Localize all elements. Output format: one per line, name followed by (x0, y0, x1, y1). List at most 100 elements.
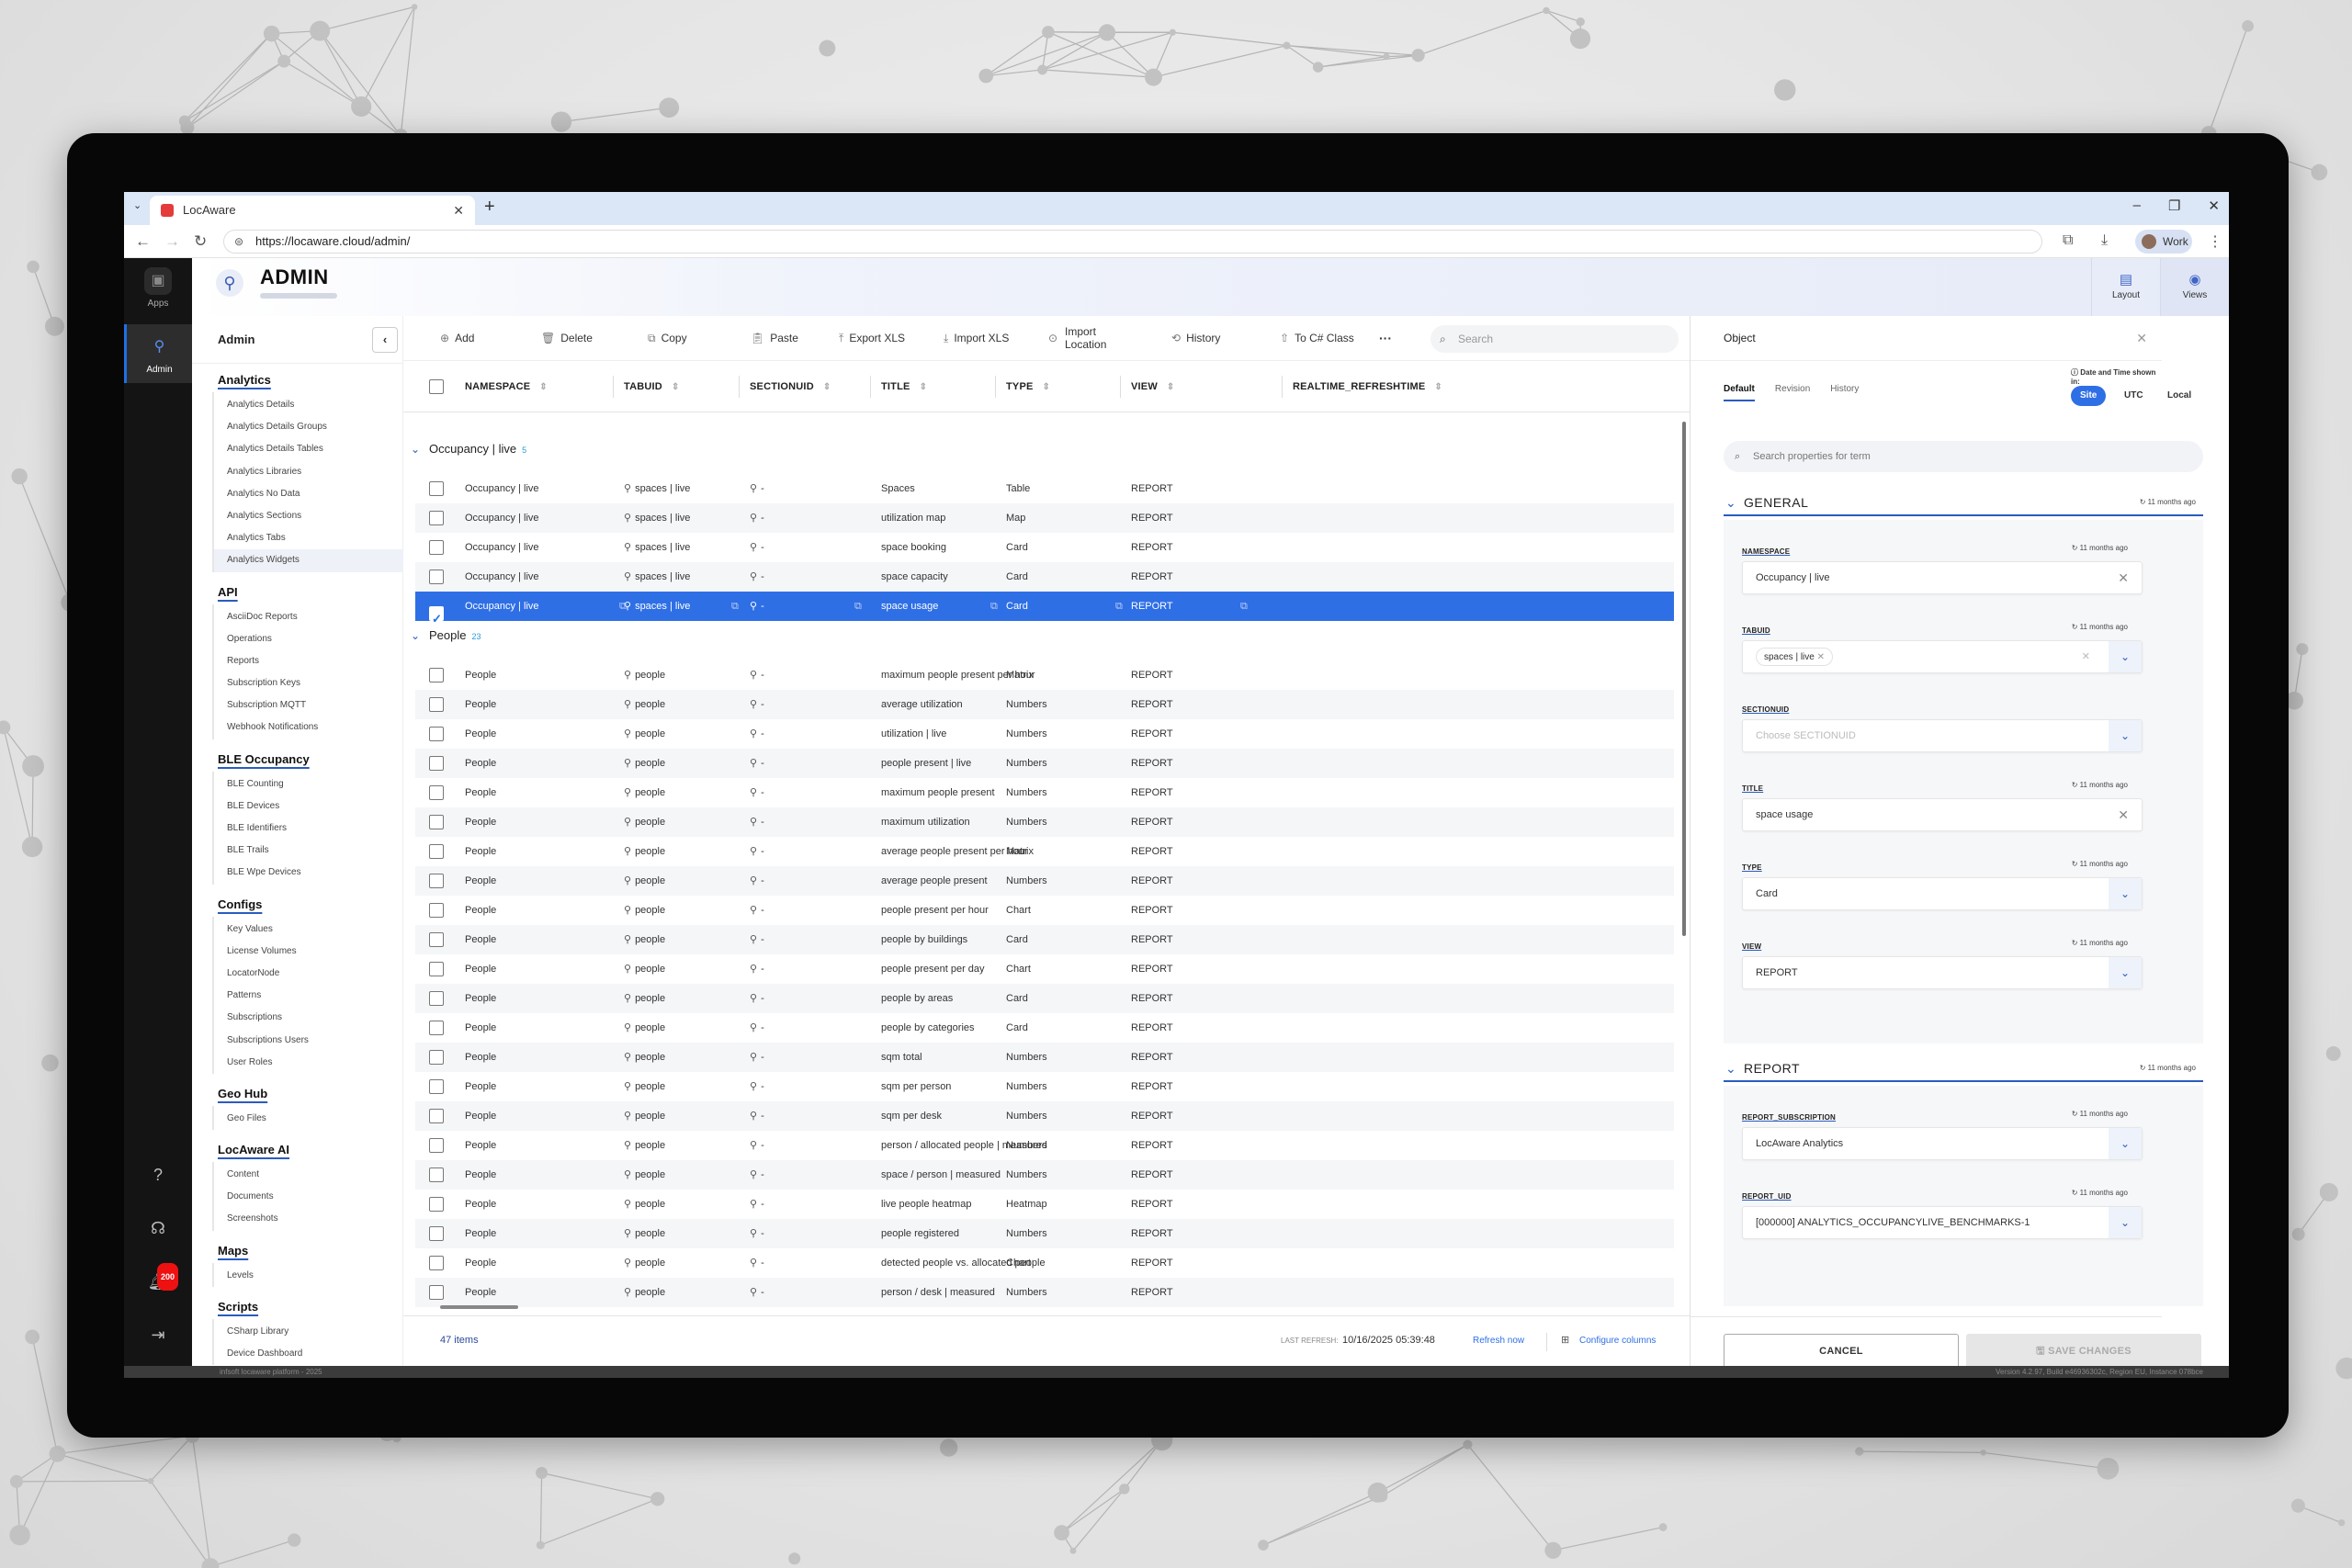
sidebar-section[interactable]: API (218, 584, 238, 599)
copy-cell-icon[interactable]: ⧉ (854, 601, 862, 612)
row-checkbox[interactable] (429, 697, 444, 712)
export-xls-button[interactable]: ⤒ Export XLS (839, 316, 905, 361)
sidebar-item[interactable]: Documents (227, 1191, 274, 1202)
table-row[interactable]: People ⚲ people ⚲ - detected people vs. alloc… (415, 1248, 1674, 1278)
row-checkbox[interactable] (429, 903, 444, 918)
sidebar-item[interactable]: Subscription Keys (227, 678, 301, 689)
sidebar-section[interactable]: LocAware AI (218, 1143, 290, 1157)
row-checkbox[interactable] (429, 1168, 444, 1182)
table-row[interactable]: People ⚲ people ⚲ - average utilization Number… (415, 690, 1674, 719)
sidebar-section[interactable]: BLE Occupancy (218, 751, 310, 766)
support-icon[interactable]: ☊ (151, 1219, 165, 1237)
group-header[interactable]: ⌄ Occupancy | live 5 (403, 434, 526, 464)
namespace-input[interactable]: Occupancy | live ✕ (1742, 561, 2143, 594)
row-checkbox[interactable] (429, 1050, 444, 1065)
table-row[interactable]: People ⚲ people ⚲ - people by areas Card REPORT (415, 984, 1674, 1013)
add-button[interactable]: ⊕ Add (440, 316, 474, 361)
sidebar-item[interactable]: Content (227, 1169, 260, 1180)
browser-menu-icon[interactable]: ⋮ (2208, 234, 2222, 250)
sidebar-item[interactable]: BLE Identifiers (227, 823, 288, 833)
tabuid-chip[interactable]: spaces | live ✕ (1756, 648, 1834, 666)
table-row[interactable]: People ⚲ people ⚲ - average people present pe… (415, 837, 1674, 866)
sidebar-section[interactable]: Geo Hub (218, 1086, 268, 1100)
sidebar-item[interactable]: Subscription MQTT (227, 700, 307, 711)
row-checkbox[interactable] (429, 932, 444, 947)
collapse-sidebar-button[interactable]: ‹ (372, 327, 398, 353)
report-section-header[interactable]: ⌄ REPORT ↻ 11 months ago (1724, 1056, 2203, 1082)
browser-tab[interactable]: LocAware ✕ (150, 196, 475, 225)
sidebar-item[interactable]: Analytics Details Groups (227, 422, 327, 433)
sidebar-section[interactable]: Analytics (218, 373, 271, 387)
table-row[interactable]: People ⚲ people ⚲ - average people present Num… (415, 866, 1674, 896)
rail-apps[interactable]: ▣ Apps (124, 267, 192, 313)
copy-button[interactable]: ⧉ Copy (648, 316, 687, 361)
sidebar-item[interactable]: License Volumes (227, 945, 297, 956)
history-button[interactable]: ⟲ History (1171, 316, 1220, 361)
new-tab-icon[interactable]: + (484, 197, 495, 217)
refresh-now-link[interactable]: Refresh now (1473, 1336, 1525, 1346)
general-section-header[interactable]: ⌄ GENERAL ↻ 11 months ago (1724, 491, 2203, 516)
sidebar-item[interactable]: LocatorNode (227, 967, 280, 978)
table-row[interactable]: People ⚲ people ⚲ - people by categories Card R… (415, 1013, 1674, 1043)
sidebar-item[interactable]: BLE Counting (227, 778, 284, 789)
column-header[interactable]: NAMESPACE ⇕ (465, 361, 548, 412)
copy-cell-icon[interactable]: ⧉ (731, 601, 739, 612)
layout-button[interactable]: ▤ Layout (2091, 258, 2160, 316)
sort-icon[interactable]: ⇕ (919, 382, 928, 392)
views-button[interactable]: ◉ Views (2160, 258, 2229, 316)
column-separator[interactable] (870, 376, 871, 398)
sidebar-item[interactable]: Analytics Libraries (227, 466, 302, 477)
sidebar-item[interactable]: Reports (227, 655, 260, 666)
table-row[interactable]: People ⚲ people ⚲ - people present per day Cha… (415, 954, 1674, 984)
column-separator[interactable] (613, 376, 614, 398)
back-icon[interactable]: ← (135, 232, 151, 250)
close-tab-icon[interactable]: ✕ (453, 203, 464, 218)
sidebar-item[interactable]: BLE Devices (227, 800, 280, 811)
row-checkbox[interactable] (429, 844, 444, 859)
table-row[interactable]: Occupancy | live ⚲ spaces | live ⚲ - space bo… (415, 533, 1674, 562)
sort-icon[interactable]: ⇕ (1042, 382, 1051, 392)
tabuid-select[interactable]: spaces | live ✕ ✕ ⌄ (1742, 640, 2143, 673)
property-search-input[interactable]: ⌕ Search properties for term (1724, 441, 2203, 472)
table-row[interactable]: People ⚲ people ⚲ - sqm per person Numbers REPO… (415, 1072, 1674, 1101)
table-row[interactable]: People ⚲ people ⚲ - space / person | measured… (415, 1160, 1674, 1190)
table-row[interactable]: People ⚲ people ⚲ - maximum utilization Number… (415, 807, 1674, 837)
remove-chip-icon[interactable]: ✕ (1816, 652, 1826, 662)
tab-history[interactable]: History (1830, 384, 1860, 394)
row-checkbox[interactable] (429, 815, 444, 829)
clear-icon[interactable]: ✕ (2118, 570, 2129, 585)
sidebar-item[interactable]: AsciiDoc Reports (227, 611, 298, 622)
row-checkbox[interactable] (429, 668, 444, 682)
sidebar-item[interactable]: BLE Trails (227, 845, 269, 856)
import-xls-button[interactable]: ⤓ Import XLS (944, 316, 1009, 361)
logout-icon[interactable]: ⇥ (151, 1325, 165, 1344)
configure-columns-link[interactable]: Configure columns (1579, 1336, 1657, 1346)
sidebar-item[interactable]: Patterns (227, 990, 262, 1001)
tab-default[interactable]: Default (1724, 384, 1755, 401)
row-checkbox[interactable] (429, 1256, 444, 1270)
site-info-icon[interactable]: ⊜ (234, 235, 244, 248)
table-row[interactable]: Occupancy | live ⚲ spaces | live ⚲ - space ca… (415, 562, 1674, 592)
sidebar-item[interactable]: Analytics Tabs (227, 533, 286, 544)
sidebar-item[interactable]: Webhook Notifications (227, 722, 319, 733)
row-checkbox[interactable] (429, 1285, 444, 1300)
column-separator[interactable] (1120, 376, 1121, 398)
chevron-down-icon[interactable]: ⌄ (2109, 1128, 2142, 1159)
close-window-icon[interactable]: ✕ (2208, 198, 2220, 214)
extensions-icon[interactable]: ⧉ (2063, 232, 2074, 248)
row-checkbox[interactable] (429, 1109, 444, 1123)
sidebar-item[interactable]: Key Values (227, 923, 273, 934)
sidebar-item[interactable]: Analytics Details (227, 400, 295, 410)
table-row[interactable]: People ⚲ people ⚲ - people present per hour Ch… (415, 896, 1674, 925)
table-row[interactable]: People ⚲ people ⚲ - maximum people present pe… (415, 660, 1674, 690)
grid-search-input[interactable]: ⌕ Search (1430, 325, 1679, 353)
sort-icon[interactable]: ⇕ (539, 382, 548, 392)
clear-icon[interactable]: ✕ (2081, 651, 2090, 662)
row-checkbox[interactable] (429, 1021, 444, 1035)
row-checkbox[interactable] (429, 874, 444, 888)
cancel-button[interactable]: CANCEL (1724, 1334, 1959, 1369)
column-header[interactable]: TABUID ⇕ (624, 361, 680, 412)
table-row[interactable]: People ⚲ people ⚲ - people present | live Numb… (415, 749, 1674, 778)
row-checkbox[interactable] (429, 1138, 444, 1153)
tz-local-button[interactable]: Local (2167, 390, 2192, 400)
